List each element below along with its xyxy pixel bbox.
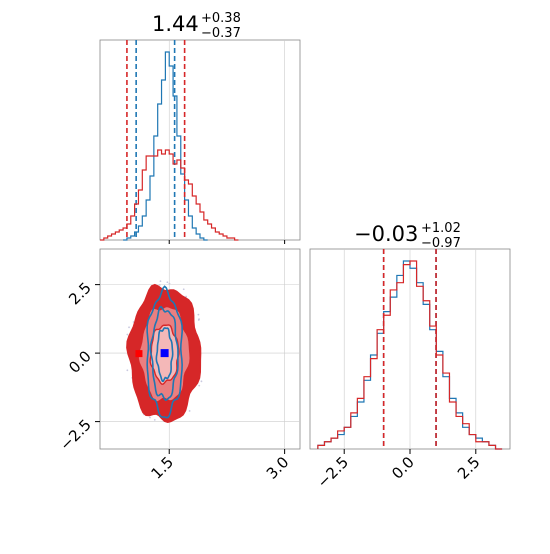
title-param1-median: 1.44 bbox=[152, 12, 199, 36]
contour-xtick-label-0: 1.5 bbox=[147, 453, 177, 483]
title-param1: 1.44 +0.38 −0.37 bbox=[152, 11, 241, 41]
hist-param1-series-0-step bbox=[123, 51, 208, 241]
contour-sample-point-55 bbox=[168, 282, 171, 285]
title-param2-median: −0.03 bbox=[354, 222, 418, 246]
contour-sample-point-22 bbox=[166, 281, 169, 284]
contour-sample-point-48 bbox=[126, 333, 129, 336]
contour-sample-point-16 bbox=[182, 288, 185, 291]
contour-sample-point-37 bbox=[188, 410, 191, 412]
title-param2-lower: −0.97 bbox=[421, 236, 461, 251]
contour-blue-peak bbox=[160, 349, 169, 358]
hist-param2-xtick-label-0: −2.5 bbox=[314, 453, 352, 491]
title-param2-upper: +1.02 bbox=[421, 221, 461, 236]
contour-sample-point-47 bbox=[197, 313, 200, 316]
contour-ytick-label-0: −2.5 bbox=[56, 416, 94, 454]
contour-panel-frame bbox=[99, 248, 301, 450]
hist-param1-frame bbox=[99, 39, 301, 241]
contour-sample-point-44 bbox=[159, 280, 162, 283]
contour-sample-point-36 bbox=[158, 283, 161, 286]
contour-ytick-label-2: 2.5 bbox=[65, 279, 95, 309]
hist-param2-xtick-label-2: 2.5 bbox=[454, 453, 484, 483]
contour-xtick-label-1: 3.0 bbox=[263, 453, 293, 483]
contour-sample-point-58 bbox=[126, 369, 129, 372]
title-param2: −0.03 +1.02 −0.97 bbox=[354, 221, 461, 251]
contour-blue-level-2 bbox=[146, 285, 183, 419]
hist-param2-xtick-label-1: 0.0 bbox=[388, 453, 418, 483]
contour-sample-point-21 bbox=[198, 318, 200, 320]
contour-ytick-label-1: 0.0 bbox=[65, 347, 95, 377]
title-param1-upper: +0.38 bbox=[201, 11, 241, 26]
contour-sample-point-19 bbox=[185, 295, 187, 298]
contour-red-peak bbox=[135, 350, 143, 358]
contour-sample-point-38 bbox=[198, 384, 201, 387]
contour-sample-point-32 bbox=[128, 326, 130, 329]
hist-param2-series-1-step bbox=[317, 260, 503, 450]
contour-sample-point-11 bbox=[200, 380, 203, 383]
title-param1-lower: −0.37 bbox=[201, 26, 241, 41]
hist-param1-group bbox=[100, 40, 285, 241]
contour-blue-level-1 bbox=[149, 305, 179, 402]
hist-param2-group bbox=[317, 249, 503, 450]
contour-sample-point-53 bbox=[153, 418, 156, 421]
contour-sample-point-43 bbox=[149, 416, 151, 419]
hist-param1-series-1-step bbox=[100, 149, 239, 241]
contour-blue-level-0 bbox=[155, 327, 174, 383]
